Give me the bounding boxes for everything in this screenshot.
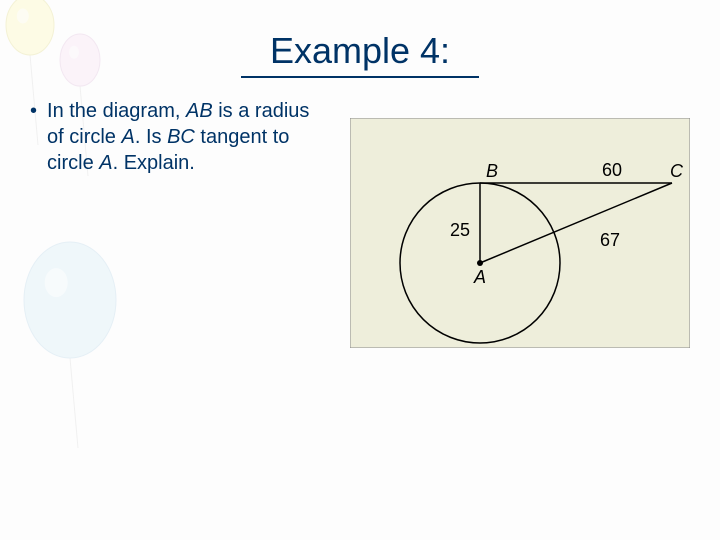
svg-text:67: 67 [600,230,620,250]
prompt-seg: . Explain. [113,152,195,174]
svg-text:B: B [486,161,498,181]
svg-text:60: 60 [602,160,622,180]
geometry-svg: B C A 25 60 67 [350,118,690,348]
prompt-text: In the diagram, AB is a radius of circle… [47,98,330,176]
slide-title: Example 4: [0,0,720,78]
svg-text:C: C [670,161,684,181]
prompt-block: • In the diagram, AB is a radius of circ… [30,98,330,176]
prompt-seg-ital: AB [186,100,213,122]
content-row: • In the diagram, AB is a radius of circ… [0,78,720,353]
svg-text:A: A [473,267,486,287]
svg-text:25: 25 [450,220,470,240]
prompt-seg: In the diagram, [47,100,186,122]
prompt-seg-ital: BC [167,126,195,148]
prompt-seg-ital: A [121,126,134,148]
prompt-seg-ital: A [99,152,112,174]
geometry-diagram: B C A 25 60 67 [350,118,690,353]
prompt-seg: . Is [135,126,167,148]
bullet-icon: • [30,98,37,124]
